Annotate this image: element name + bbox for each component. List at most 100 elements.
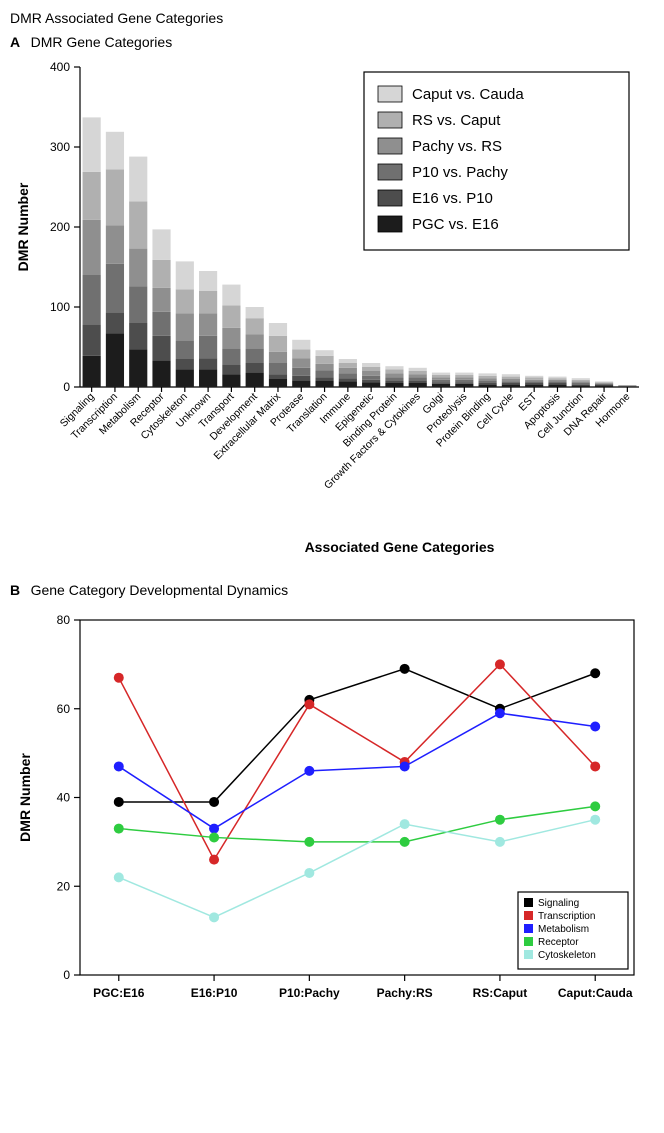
panel-b-chart: 020406080DMR NumberPGC:E16E16:P10P10:Pac… — [10, 600, 654, 1020]
data-point — [209, 824, 219, 834]
bar-segment — [548, 380, 566, 382]
legend-swatch — [378, 138, 402, 154]
bar-segment — [269, 336, 287, 352]
bar-segment — [572, 381, 590, 383]
panel-a-chart: 0100200300400DMR NumberSignalingTranscri… — [10, 52, 654, 562]
panel-a-header: A DMR Gene Categories — [10, 34, 654, 52]
bar-segment — [246, 363, 264, 373]
bar-segment — [479, 385, 497, 387]
bar-segment — [385, 369, 403, 373]
bar-segment — [83, 275, 101, 325]
bar-segment — [176, 261, 194, 289]
legend-swatch — [378, 112, 402, 128]
bar-segment — [176, 289, 194, 313]
data-point — [495, 659, 505, 669]
data-point — [400, 837, 410, 847]
data-point — [590, 722, 600, 732]
bar-segment — [106, 169, 124, 225]
bar-segment — [106, 132, 124, 170]
bar-segment — [246, 318, 264, 334]
data-point — [400, 761, 410, 771]
bar-segment — [292, 340, 310, 350]
bar-segment — [479, 378, 497, 380]
data-point — [304, 699, 314, 709]
legend-label: Pachy vs. RS — [412, 138, 502, 155]
bar-segment — [385, 366, 403, 369]
bar-segment — [176, 369, 194, 387]
bar-segment — [129, 249, 147, 287]
data-point — [590, 801, 600, 811]
svg-text:0: 0 — [63, 968, 70, 982]
bar-segment — [595, 381, 613, 382]
bar-segment — [409, 377, 427, 380]
figure-title: DMR Associated Gene Categories — [10, 10, 654, 26]
svg-text:60: 60 — [57, 702, 71, 716]
bar-segment — [315, 381, 333, 387]
bar-segment — [362, 382, 380, 387]
bar-segment — [572, 385, 590, 386]
x-category-label: P10:Pachy — [279, 986, 340, 1000]
bar-segment — [129, 157, 147, 202]
bar-segment — [455, 373, 473, 375]
bar-segment — [385, 377, 403, 380]
bar-segment — [292, 381, 310, 387]
bar-segment — [548, 385, 566, 387]
x-category-label: Pachy:RS — [377, 986, 433, 1000]
bar-segment — [199, 358, 217, 369]
bar-segment — [572, 378, 590, 380]
bar-segment — [83, 356, 101, 387]
bar-segment — [525, 380, 543, 382]
bar-segment — [548, 378, 566, 380]
bar-segment — [246, 373, 264, 387]
legend-label: P10 vs. Pachy — [412, 164, 508, 181]
bar-segment — [502, 385, 520, 387]
data-point — [209, 912, 219, 922]
legend-swatch-b — [524, 950, 533, 959]
bar-segment — [315, 370, 333, 377]
bar-segment — [502, 377, 520, 379]
data-point — [304, 766, 314, 776]
bar-segment — [479, 381, 497, 383]
data-point — [114, 824, 124, 834]
bar-segment — [502, 383, 520, 385]
bar-segment — [246, 349, 264, 363]
bar-segment — [525, 385, 543, 387]
bar-segment — [409, 371, 427, 374]
bar-segment — [362, 367, 380, 371]
bar-segment — [339, 378, 357, 381]
panel-a: A DMR Gene Categories 0100200300400DMR N… — [10, 34, 654, 562]
bar-segment — [176, 313, 194, 340]
panel-a-title: DMR Gene Categories — [31, 34, 173, 50]
data-point — [114, 872, 124, 882]
data-point — [304, 837, 314, 847]
data-point — [590, 668, 600, 678]
bar-segment — [315, 377, 333, 380]
bar-segment — [315, 350, 333, 356]
bar-segment — [339, 363, 357, 368]
bar-segment — [618, 386, 636, 387]
bar-segment — [199, 313, 217, 335]
legend-swatch — [378, 190, 402, 206]
bar-segment — [106, 313, 124, 334]
bar-segment — [83, 117, 101, 171]
data-point — [114, 761, 124, 771]
bar-segment — [152, 288, 170, 312]
legend-swatch-b — [524, 924, 533, 933]
bar-segment — [269, 363, 287, 374]
bar-segment — [339, 373, 357, 378]
bar-segment — [199, 271, 217, 291]
legend-swatch-b — [524, 937, 533, 946]
legend-swatch-b — [524, 911, 533, 920]
bar-segment — [432, 380, 450, 382]
legend-label-b: Receptor — [538, 937, 579, 948]
legend-label: Caput vs. Cauda — [412, 86, 524, 103]
bar-segment — [595, 385, 613, 386]
bar-segment — [152, 361, 170, 387]
bar-segment — [525, 381, 543, 383]
data-point — [209, 855, 219, 865]
bar-segment — [106, 225, 124, 263]
bar-segment — [269, 379, 287, 387]
svg-text:0: 0 — [63, 380, 70, 394]
bar-segment — [292, 358, 310, 368]
bar-segment — [339, 381, 357, 387]
